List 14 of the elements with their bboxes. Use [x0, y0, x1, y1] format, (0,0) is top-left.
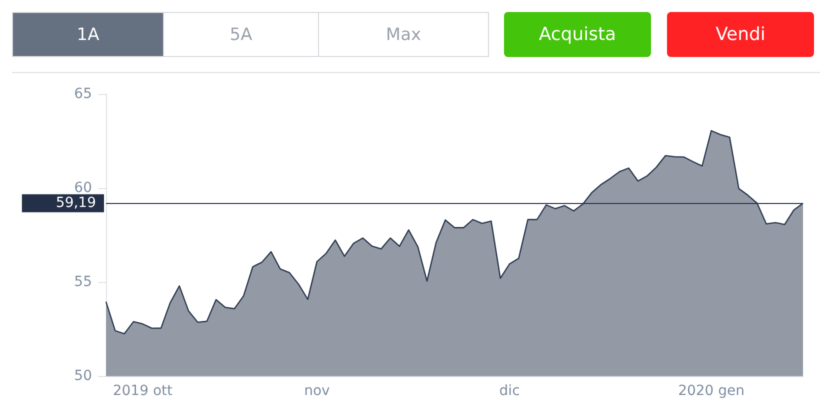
y-tick-label: 60 — [74, 180, 92, 196]
x-tick-label: 2020 gen — [678, 383, 745, 399]
range-button: 5A — [163, 12, 319, 57]
x-tick-label: 2019 ott — [112, 383, 174, 399]
x-tick-label: nov — [304, 383, 330, 399]
y-tick-label: 50 — [74, 368, 92, 384]
sell-button: Vendi — [667, 12, 814, 57]
y-tick-label: 65 — [74, 86, 92, 102]
y-tick-label: 55 — [74, 274, 92, 290]
x-tick-label: dic — [499, 383, 520, 399]
range-button: 1A — [12, 12, 164, 57]
range-button: Max — [318, 12, 489, 57]
buy-button: Acquista — [504, 12, 651, 57]
ref-line-label: 59,19 — [56, 195, 96, 212]
